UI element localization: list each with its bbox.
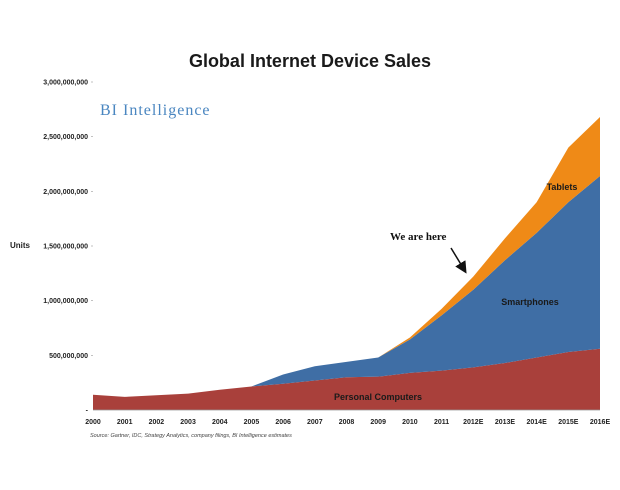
y-tick-label: 2,000,000,000 <box>43 189 88 196</box>
y-axis-label: Units <box>10 241 31 250</box>
x-axis: 2000 2001 2002 2003 2004 2005 2006 2007 2008 2009… <box>85 419 610 426</box>
y-tick-label: 1,500,000,000 <box>43 244 88 251</box>
y-tick-label: 1,000,000,000 <box>43 298 88 305</box>
y-tick-label: 500,000,000 <box>49 353 88 360</box>
x-tick-label: 2001 <box>117 419 133 426</box>
x-tick-label: 2011 <box>434 419 449 426</box>
y-axis: - 500,000,000 1,000,000,000 1,500,000,000 2,… <box>43 80 93 415</box>
x-tick-label: 2005 <box>244 419 260 426</box>
x-tick-label: 2002 <box>149 419 165 426</box>
series-label-personal-computers: Personal Computers <box>334 392 422 402</box>
brand-watermark: BI Intelligence <box>100 102 211 119</box>
y-tick-label: 2,500,000,000 <box>43 134 88 141</box>
x-tick-label: 2016E <box>590 419 611 426</box>
x-tick-label: 2008 <box>339 419 355 426</box>
source-note: Source: Gartner, IDC, Strategy Analytics… <box>90 433 292 439</box>
x-tick-label: 2014E <box>527 419 548 426</box>
area-tablets <box>93 116 600 397</box>
x-tick-label: 2007 <box>307 419 323 426</box>
x-tick-label: 2012E <box>463 419 484 426</box>
annotation-arrow <box>450 247 467 274</box>
x-tick-label: 2000 <box>85 419 101 426</box>
x-tick-label: 2013E <box>495 419 516 426</box>
x-tick-label: 2006 <box>275 419 291 426</box>
x-tick-label: 2003 <box>180 419 196 426</box>
plot-areas <box>93 116 600 410</box>
y-tick-label: - <box>86 408 89 415</box>
y-tick-label: 3,000,000,000 <box>43 80 88 87</box>
we-are-here-annotation: We are here <box>390 231 447 243</box>
area-smartphones <box>93 176 600 397</box>
series-label-tablets: Tablets <box>547 182 578 192</box>
series-label-smartphones: Smartphones <box>501 297 559 307</box>
x-tick-label: 2015E <box>558 419 579 426</box>
x-tick-label: 2009 <box>370 419 386 426</box>
x-tick-label: 2010 <box>402 419 418 426</box>
x-tick-label: 2004 <box>212 419 228 426</box>
chart-title: Global Internet Device Sales <box>189 51 431 71</box>
area-personal-computers <box>93 348 600 410</box>
